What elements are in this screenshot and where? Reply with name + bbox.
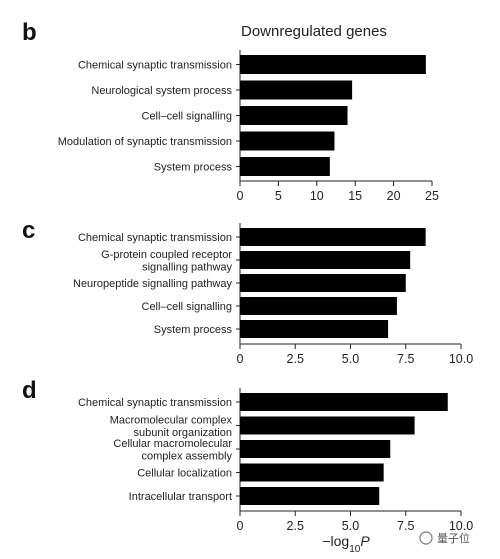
x-tick-label: 20 — [387, 189, 401, 203]
chart-panel-b: Chemical synaptic transmission Neurologic… — [58, 50, 439, 203]
bar — [240, 320, 389, 338]
watermark: 量子位 — [419, 531, 470, 545]
category-label: System process — [154, 162, 233, 174]
bar — [240, 463, 384, 482]
x-tick-label: 10.0 — [449, 352, 473, 366]
bar — [240, 393, 448, 411]
category-label: Chemical synaptic transmission — [78, 60, 232, 72]
category-label: System process — [154, 324, 233, 336]
bar — [240, 228, 426, 246]
x-tick-label: 2.5 — [287, 352, 304, 366]
category-label: Chemical synaptic transmission — [78, 397, 232, 409]
panel-letter: b — [22, 19, 37, 46]
x-tick-label: 25 — [425, 189, 439, 203]
bar — [240, 157, 330, 176]
bar — [240, 80, 353, 100]
bar — [240, 55, 426, 74]
category-label: Cellular localization — [137, 468, 232, 480]
x-tick-label: 15 — [348, 189, 362, 203]
bar — [240, 487, 380, 505]
x-tick-label: 5.0 — [342, 519, 359, 533]
x-tick-label: 10.0 — [449, 519, 473, 533]
bar — [240, 251, 411, 269]
category-label: Chemical synaptic transmission — [78, 232, 232, 244]
category-label: Cell–cell signalling — [142, 301, 233, 313]
category-label: Cell–cell signalling — [142, 111, 233, 123]
x-tick-label: 10 — [310, 189, 324, 203]
category-label: G-protein coupled receptor signalling pat… — [101, 249, 232, 274]
category-label: Intracellular transport — [129, 491, 232, 503]
watermark-text: 量子位 — [437, 531, 470, 545]
bar — [240, 274, 406, 292]
panel-letter: c — [22, 217, 35, 244]
x-tick-label: 5 — [275, 189, 282, 203]
x-tick-label: 7.5 — [397, 519, 414, 533]
x-tick-label: 0 — [237, 519, 244, 533]
x-tick-label: 0 — [237, 352, 244, 366]
category-label: Neurological system process — [91, 85, 232, 97]
category-label: Macromolecular complex subunit organizati… — [110, 414, 233, 439]
x-tick-label: 7.5 — [397, 352, 414, 366]
category-label: Neuropeptide signalling pathway — [73, 278, 232, 290]
bar — [240, 416, 415, 435]
chart-title: Downregulated genes — [241, 23, 387, 40]
category-label: Cellular macromolecular complex assembly — [113, 438, 232, 463]
x-axis-label: −log10P — [322, 533, 370, 555]
bar — [240, 131, 335, 151]
x-tick-label: 0 — [237, 189, 244, 203]
chart-panel-c: Chemical synaptic transmission G-protein … — [73, 223, 473, 366]
x-tick-label: 5.0 — [342, 352, 359, 366]
chart-panel-d: Chemical synaptic transmission Macromolec… — [78, 388, 473, 533]
bar — [240, 106, 348, 125]
watermark-logo-icon — [419, 531, 433, 545]
category-label: Modulation of synaptic transmission — [58, 136, 232, 148]
bar — [240, 297, 397, 315]
panel-letter: d — [22, 377, 37, 404]
x-tick-label: 2.5 — [287, 519, 304, 533]
bar — [240, 440, 391, 458]
